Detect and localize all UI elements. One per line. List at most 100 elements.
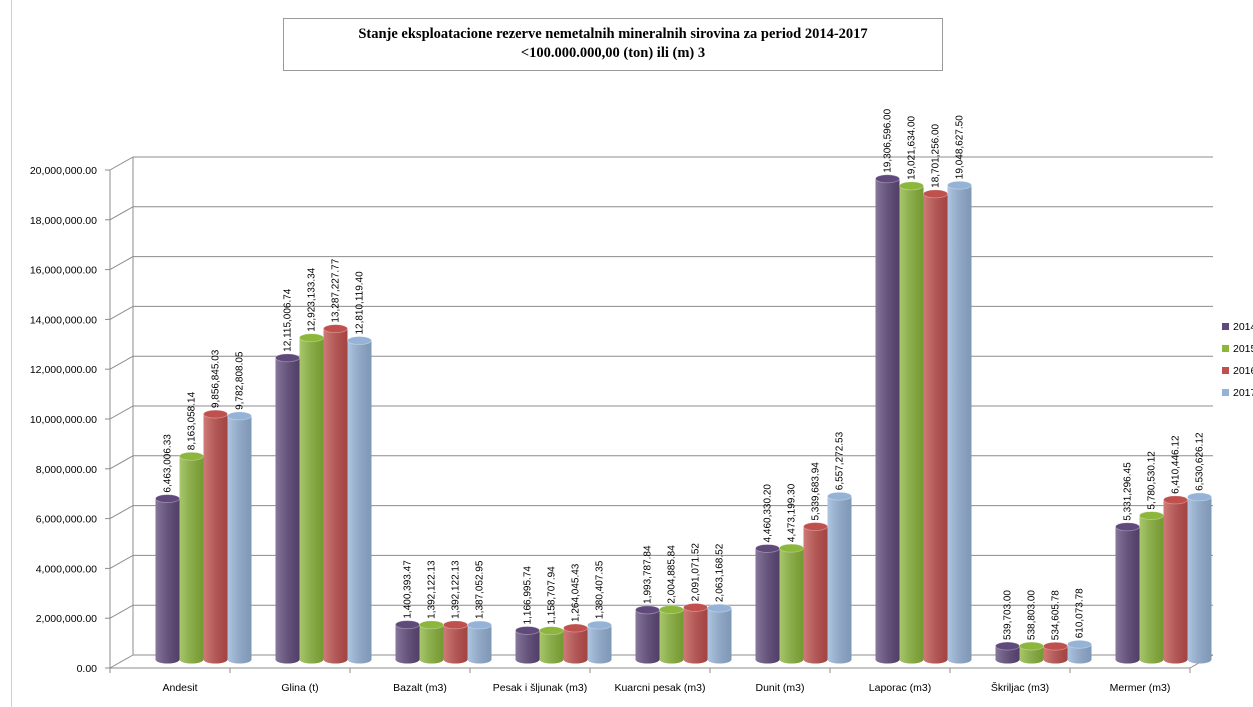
data-labels: 6,463,006.33 8,163,058.14 9,856,845.03 9,78… bbox=[163, 108, 1206, 640]
data-label: 19,306,596.00 bbox=[883, 108, 894, 172]
data-label: 1,166,995.74 bbox=[523, 566, 534, 625]
x-tick-label: Andesit bbox=[162, 682, 197, 694]
bar bbox=[707, 603, 732, 664]
x-tick-label: Škriljac (m3) bbox=[991, 681, 1049, 694]
x-tick-label: Dunit (m3) bbox=[755, 682, 804, 694]
bar bbox=[395, 620, 420, 664]
chart-subtitle: <100.000.000,00 (ton) ili (m) 3 bbox=[520, 45, 706, 61]
bar-shade bbox=[515, 630, 540, 664]
data-label: 12,810,119.40 bbox=[355, 271, 366, 335]
bar-top bbox=[155, 494, 180, 503]
data-label: 6,530,626.12 bbox=[1195, 432, 1206, 491]
bar-top bbox=[419, 620, 444, 630]
data-label: 2,091,071.52 bbox=[691, 543, 702, 602]
bar bbox=[659, 605, 684, 664]
bar bbox=[947, 180, 972, 664]
bar-top bbox=[395, 620, 420, 630]
bar bbox=[899, 181, 924, 664]
bar bbox=[203, 409, 228, 664]
data-label: 9,856,845.03 bbox=[211, 349, 222, 408]
chart-title: Stanje eksploatacione rezerve nemetalnih… bbox=[358, 26, 868, 42]
x-tick-label: Kuarcni pesak (m3) bbox=[614, 682, 705, 694]
bar-shade bbox=[155, 498, 180, 664]
bar-shade bbox=[587, 625, 612, 664]
bar-shade bbox=[347, 340, 372, 664]
y-tick-label: 12,000,000.00 bbox=[30, 364, 97, 376]
gridlines: 0.00 2,000,000.00 4,000,000.00 6,000,000.00… bbox=[30, 156, 1213, 675]
bar-shade bbox=[995, 646, 1020, 664]
bar-top bbox=[1187, 492, 1212, 502]
bar-shade bbox=[1187, 496, 1212, 664]
bar bbox=[227, 411, 252, 664]
bar-top bbox=[179, 451, 204, 461]
bar bbox=[803, 522, 828, 664]
bar bbox=[347, 336, 372, 664]
data-label: 534,605.78 bbox=[1051, 590, 1062, 640]
bar bbox=[1019, 641, 1044, 664]
bar-shade bbox=[443, 624, 468, 664]
bar bbox=[635, 605, 660, 664]
bar-shade bbox=[1115, 526, 1140, 664]
data-label: 5,331,296.45 bbox=[1123, 462, 1134, 521]
gridline-depth bbox=[109, 355, 134, 370]
data-label: 1,387,052.95 bbox=[475, 560, 486, 619]
bar-top bbox=[1163, 495, 1188, 505]
data-label: 18,701,256.00 bbox=[931, 123, 942, 187]
chart-left-border bbox=[11, 0, 12, 707]
legend-label: 2016 bbox=[1233, 365, 1253, 377]
bars bbox=[155, 174, 1212, 664]
bar-shade bbox=[899, 185, 924, 664]
bar bbox=[1043, 641, 1068, 664]
data-label: 4,473,199.30 bbox=[787, 483, 798, 542]
data-label: 539,703.00 bbox=[1003, 590, 1014, 640]
y-tick-label: 14,000,000.00 bbox=[30, 314, 97, 326]
bar-shade bbox=[923, 193, 948, 664]
chart-title-box: Stanje eksploatacione rezerve nemetalnih… bbox=[283, 18, 943, 71]
bar-top bbox=[587, 620, 612, 630]
data-label: 2,063,168.52 bbox=[715, 543, 726, 602]
bar-shade bbox=[779, 548, 804, 664]
bar-top bbox=[1139, 511, 1164, 520]
bar-top bbox=[899, 181, 924, 191]
bar bbox=[683, 603, 708, 664]
gridline-depth bbox=[109, 305, 134, 320]
bar-top bbox=[803, 522, 828, 531]
bar bbox=[995, 641, 1020, 664]
bar bbox=[1163, 495, 1188, 664]
legend-swatch bbox=[1222, 367, 1229, 374]
bar-top bbox=[1115, 522, 1140, 532]
bar-shade bbox=[419, 624, 444, 664]
bar bbox=[1187, 492, 1212, 664]
bar-top bbox=[635, 605, 660, 615]
bar bbox=[563, 623, 588, 664]
gridline-depth bbox=[109, 654, 134, 669]
axes: Andesit Glina (t) Bazalt (m3) Pesak i šljun… bbox=[105, 157, 1214, 694]
data-label: 610,073.78 bbox=[1075, 588, 1086, 638]
bar bbox=[539, 626, 564, 664]
bar bbox=[179, 451, 204, 664]
bar-top bbox=[203, 409, 228, 419]
bar-shade bbox=[179, 456, 204, 664]
bar-top bbox=[539, 626, 564, 636]
legend-swatch bbox=[1222, 345, 1229, 352]
bar-top bbox=[299, 333, 324, 343]
bar-top bbox=[275, 353, 300, 363]
bar bbox=[1115, 522, 1140, 664]
bar-top bbox=[563, 623, 588, 633]
x-tick-label: Glina (t) bbox=[281, 682, 318, 694]
bar-top bbox=[923, 189, 948, 199]
bar-shade bbox=[323, 328, 348, 664]
bar bbox=[299, 333, 324, 664]
bar-shade bbox=[1139, 515, 1164, 664]
bar-shade bbox=[467, 624, 492, 664]
bar-top bbox=[707, 603, 732, 613]
data-label: 9,782,808.05 bbox=[235, 351, 246, 410]
data-label: 1,400,393.47 bbox=[403, 560, 414, 619]
bar-shade bbox=[563, 628, 588, 664]
bar-shade bbox=[1043, 646, 1068, 664]
x-tick-label: Pesak i šljunak (m3) bbox=[493, 682, 588, 694]
data-label: 1,158,707.94 bbox=[547, 566, 558, 625]
data-label: 8,163,058.14 bbox=[187, 391, 198, 450]
data-label: 13,287,227.77 bbox=[331, 258, 342, 322]
bar bbox=[875, 174, 900, 664]
